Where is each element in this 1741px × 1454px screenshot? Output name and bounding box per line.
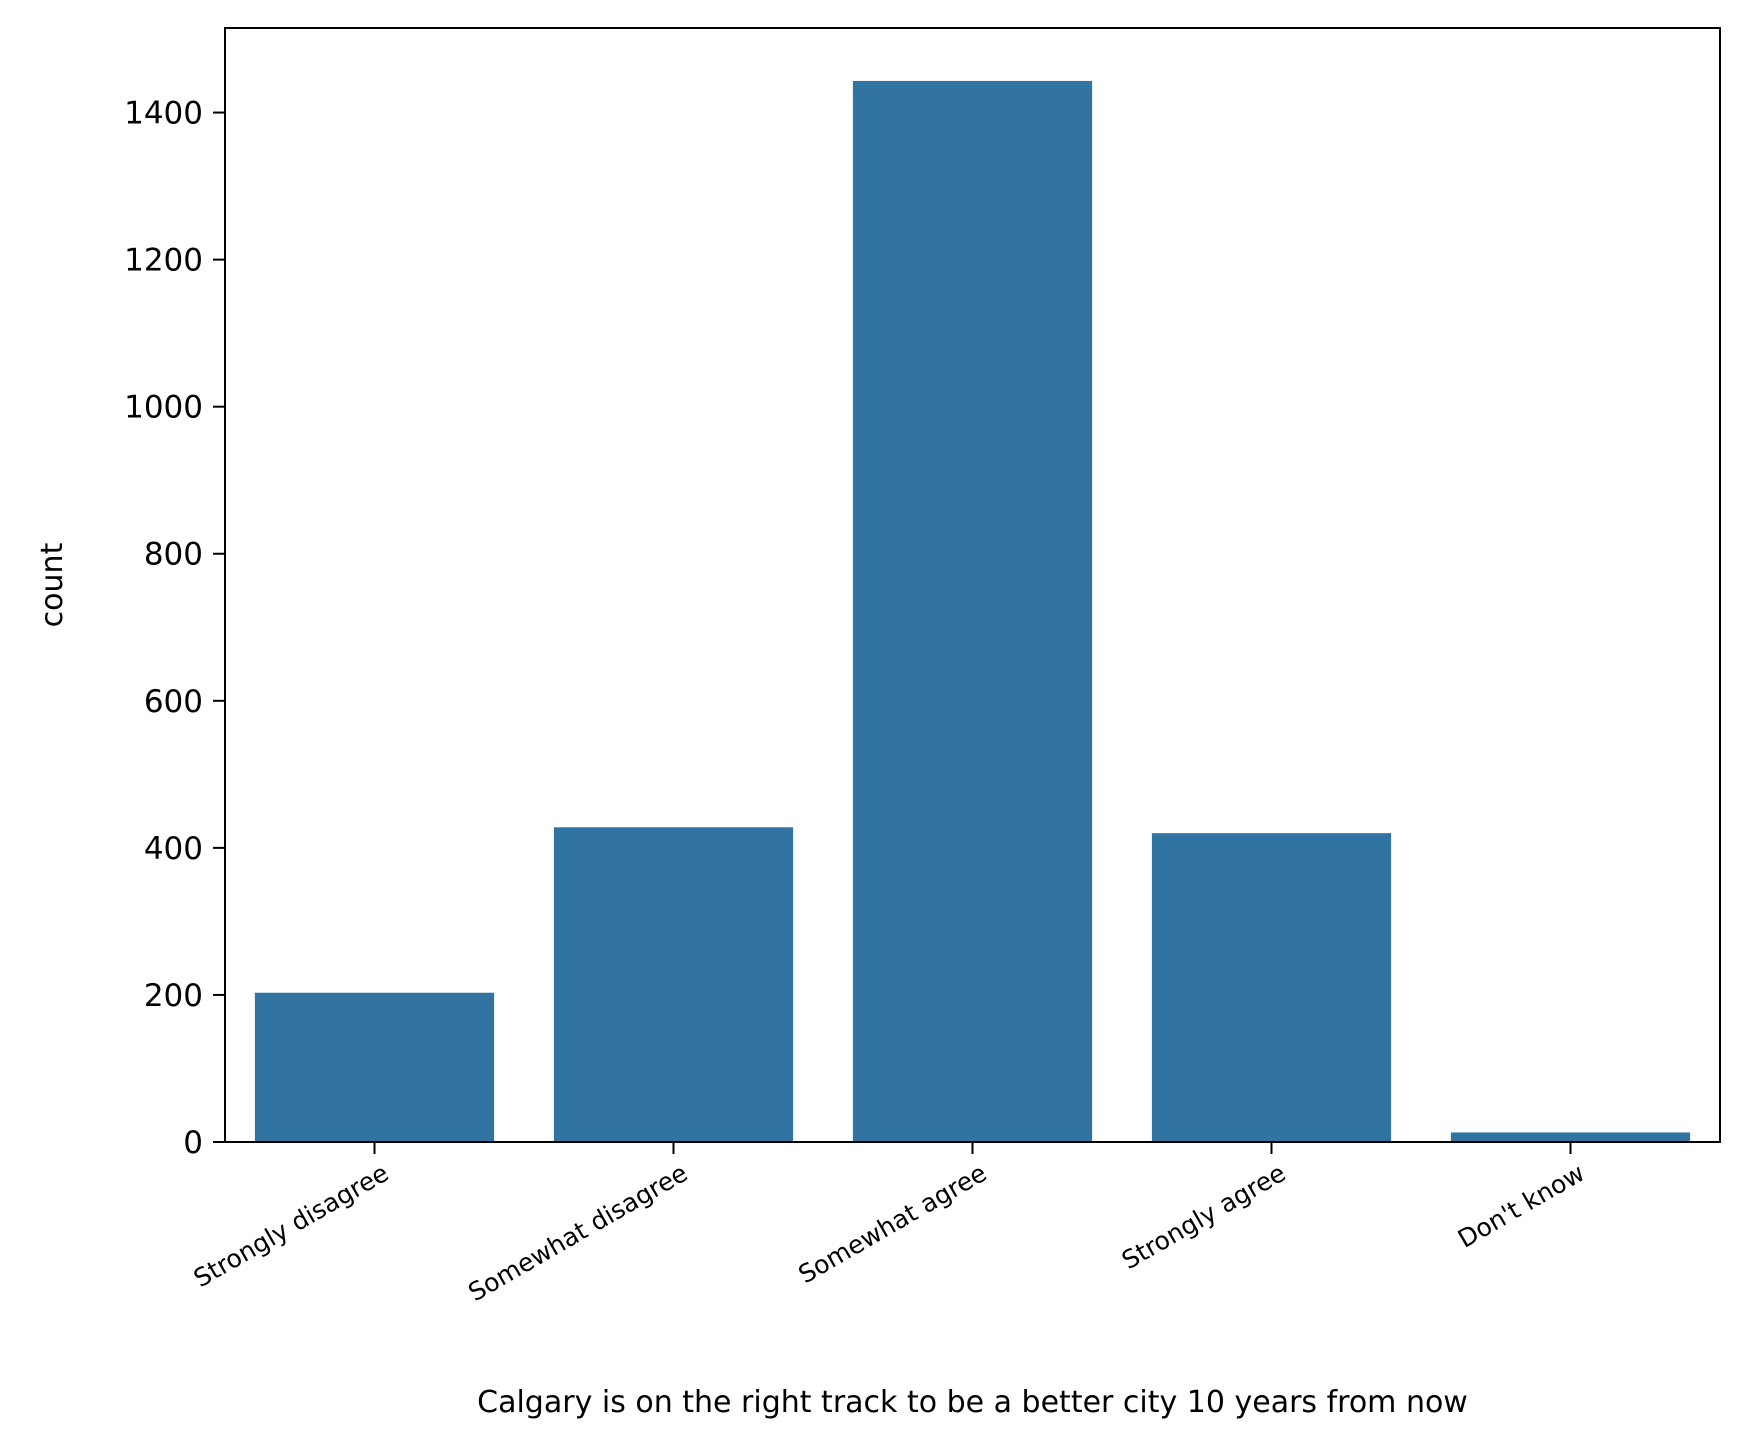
x-tick-label: Strongly disagree <box>189 1158 394 1293</box>
x-tick-label: Somewhat agree <box>793 1158 991 1289</box>
bar-don-t-know <box>1450 1132 1691 1142</box>
x-axis: Strongly disagree Somewhat disagree Somewh… <box>189 1142 1590 1307</box>
bar-somewhat-disagree <box>553 827 794 1142</box>
bar-strongly-disagree <box>254 992 495 1142</box>
y-axis: 0 200 400 600 800 1000 1200 1400 <box>124 96 225 1161</box>
x-tick-label: Don't know <box>1453 1158 1590 1254</box>
y-tick-label: 1400 <box>124 96 203 132</box>
y-tick-label: 200 <box>144 978 203 1014</box>
y-tick-label: 800 <box>144 537 203 573</box>
bar-somewhat-agree <box>852 80 1093 1142</box>
bars-layer <box>254 80 1691 1142</box>
y-tick-label: 600 <box>144 684 203 720</box>
x-axis-label: Calgary is on the right track to be a be… <box>477 1385 1468 1420</box>
x-tick-label: Somewhat disagree <box>463 1158 692 1307</box>
y-axis-label: count <box>35 542 70 627</box>
bar-strongly-agree <box>1151 833 1392 1142</box>
y-tick-label: 1200 <box>124 243 203 279</box>
y-tick-label: 400 <box>144 831 203 867</box>
y-tick-label: 0 <box>183 1125 203 1161</box>
x-tick-label: Strongly agree <box>1117 1158 1291 1275</box>
y-tick-label: 1000 <box>124 390 203 426</box>
